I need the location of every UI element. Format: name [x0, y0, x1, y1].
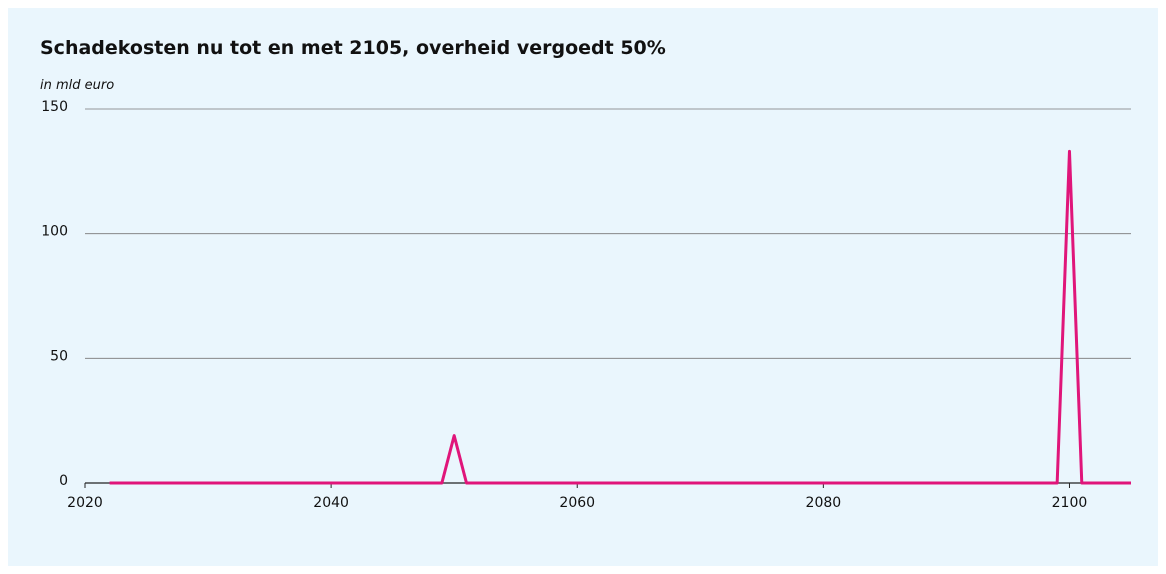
data-line — [109, 149, 1131, 485]
x-tick-label: 2100 — [1052, 495, 1088, 511]
x-tick-label: 2020 — [67, 495, 103, 511]
x-tick-label: 2080 — [806, 495, 842, 511]
x-tick-label: 2040 — [313, 495, 349, 511]
chart-subtitle: in mld euro — [40, 78, 114, 93]
y-tick-label: 150 — [41, 99, 68, 115]
y-tick-label: 50 — [50, 348, 68, 364]
chart-background — [8, 8, 1158, 566]
chart-title: Schadekosten nu tot en met 2105, overhei… — [40, 37, 666, 59]
x-tick-label: 2060 — [559, 495, 595, 511]
y-tick-label: 0 — [59, 473, 68, 489]
y-tick-label: 100 — [41, 224, 68, 240]
